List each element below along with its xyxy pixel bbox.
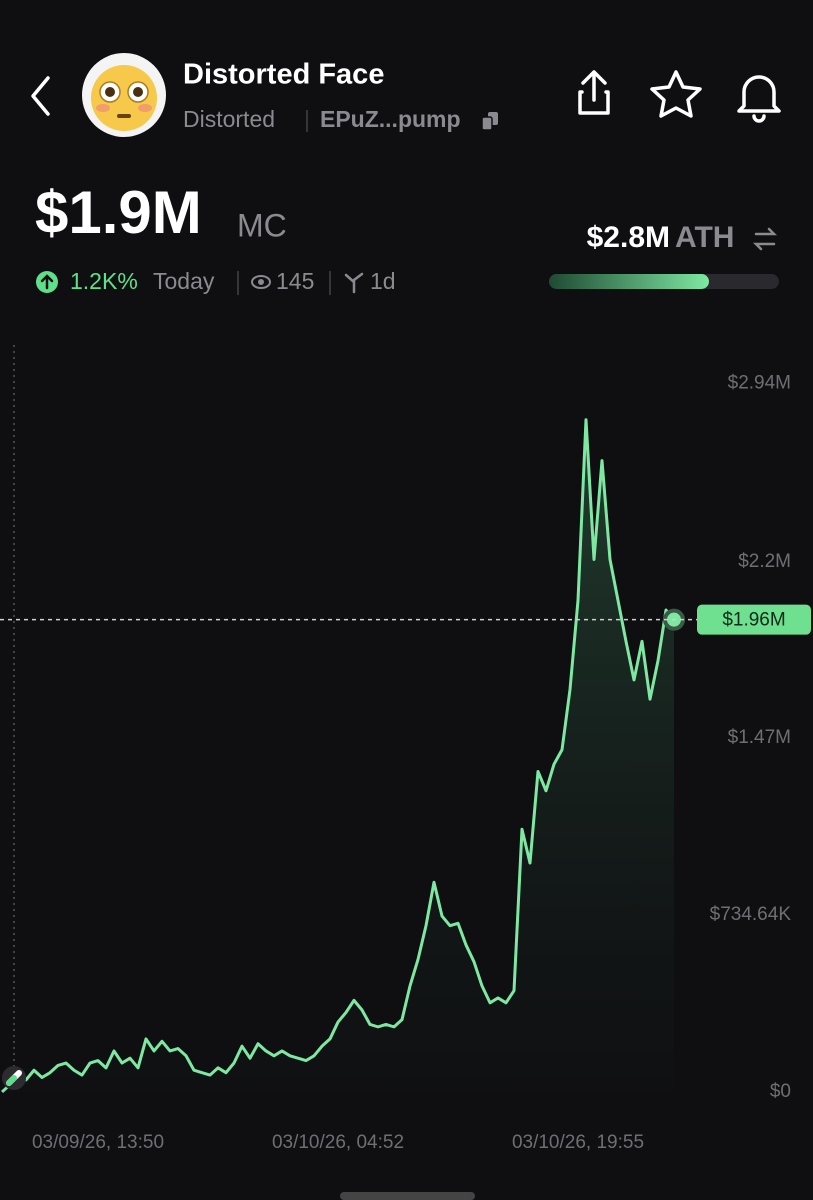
price-change: 1.2K% xyxy=(70,268,138,294)
token-ticker: Distorted xyxy=(183,106,275,132)
favorite-button[interactable] xyxy=(650,70,702,118)
market-cap: $1.9M xyxy=(35,179,202,246)
up-arrow xyxy=(40,274,54,290)
back-button[interactable] xyxy=(31,76,50,116)
age-icon xyxy=(344,272,364,294)
home-indicator xyxy=(340,1192,475,1200)
token-name: Distorted Face xyxy=(183,59,384,91)
copy-icon[interactable] xyxy=(481,112,498,131)
y-tick-label: $2.94M xyxy=(728,373,791,394)
x-tick-label: 03/10/26, 19:55 xyxy=(512,1132,644,1153)
share-button[interactable] xyxy=(578,70,610,115)
price-line xyxy=(0,418,676,1094)
market-cap-unit: MC xyxy=(237,207,287,243)
views-icon-pupil xyxy=(258,279,264,285)
views-icon xyxy=(251,275,271,289)
current-value-badge xyxy=(697,604,811,635)
x-tick-label: 03/10/26, 04:52 xyxy=(272,1132,404,1153)
ath-value: $2.8M xyxy=(587,221,670,254)
ath-label: ATH xyxy=(675,221,734,254)
swap-icon[interactable] xyxy=(752,227,778,251)
y-tick-label: $1.47M xyxy=(728,727,791,748)
y-tick-label: $734.64K xyxy=(710,904,792,925)
view-count: 145 xyxy=(276,268,314,294)
y-tick-label: $2.2M xyxy=(738,551,791,572)
alert-button[interactable] xyxy=(737,75,781,123)
token-age: 1d xyxy=(370,268,396,294)
area-fill xyxy=(2,419,674,1092)
launch-marker xyxy=(2,1066,26,1090)
token-address[interactable]: EPuZ...pump xyxy=(320,106,461,132)
chart: $0 $734.64K $1.47M $2.2M $2.94M 03/09/26, 13:… xyxy=(0,373,811,1153)
change-period: Today xyxy=(153,268,215,294)
ath-progress-fill xyxy=(549,274,709,289)
avatar xyxy=(82,53,166,137)
x-tick-label: 03/09/26, 13:50 xyxy=(32,1132,164,1153)
current-value-label: $1.96M xyxy=(722,610,785,631)
y-tick-label: $0 xyxy=(770,1081,791,1102)
